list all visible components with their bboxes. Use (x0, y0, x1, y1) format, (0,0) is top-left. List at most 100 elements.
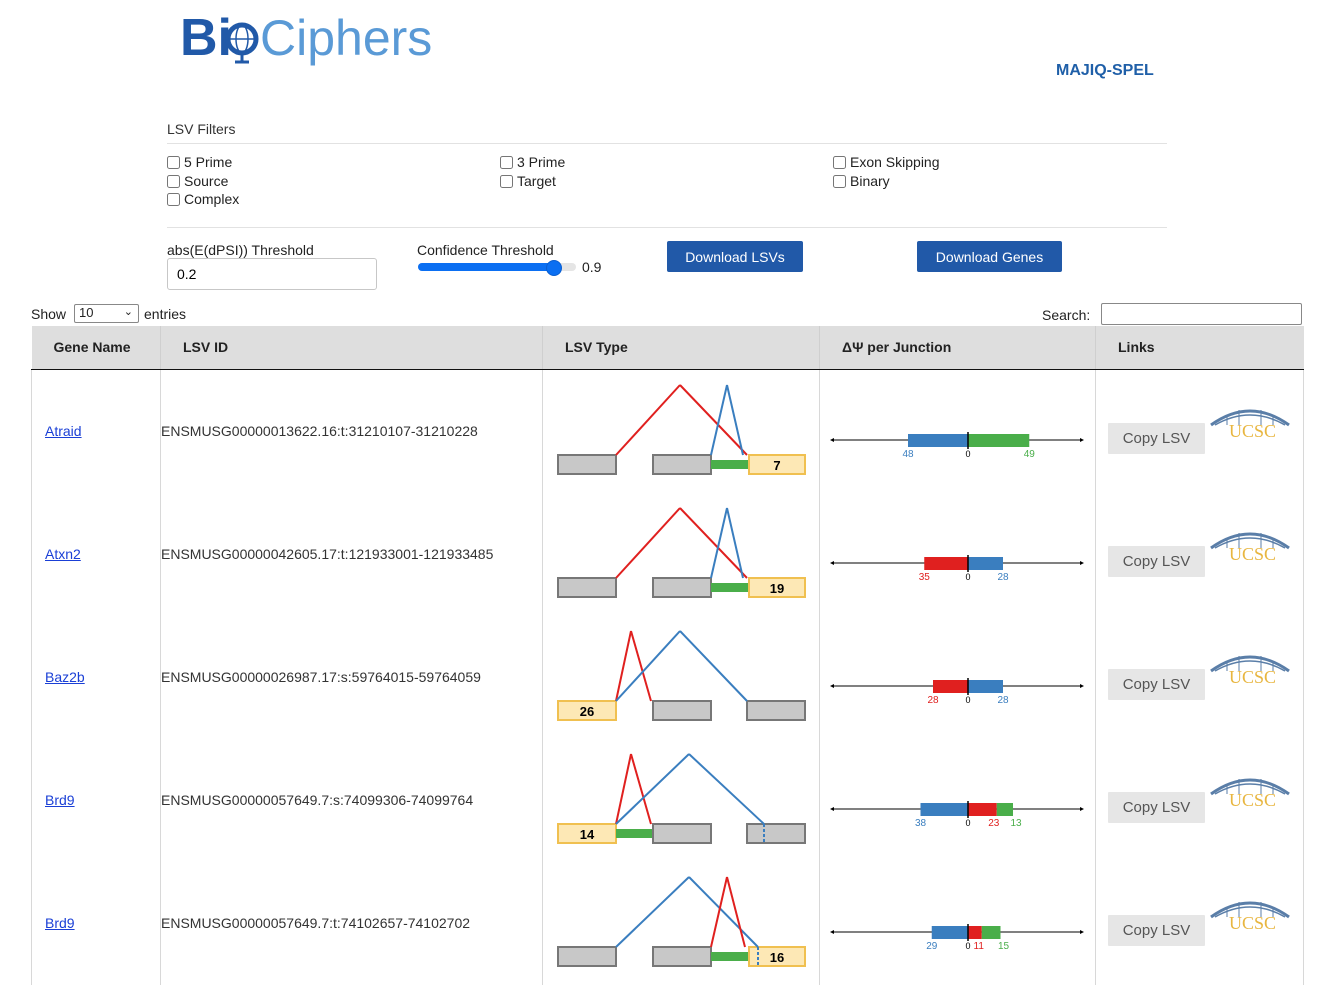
filter-source[interactable]: Source (167, 173, 228, 189)
filter-3-prime-checkbox[interactable] (500, 155, 513, 169)
dpsi-chart: 29 11 15 0 (830, 923, 1084, 952)
dpsi-chart: 38 23 13 0 (830, 800, 1084, 829)
exon-count-label: 7 (773, 458, 780, 473)
exon-count-label: 26 (580, 704, 594, 719)
links-cell: Copy LSV UCSC (1095, 615, 1304, 739)
exon-shape (748, 576, 806, 598)
exon-shape (652, 822, 712, 844)
dpsi-cell: 29 11 15 0 (819, 861, 1096, 985)
exon-extension (616, 828, 653, 838)
lsv-id-cell: ENSMUSG00000057649.7:t:74102657-74102702 (160, 861, 543, 985)
filter-label: Complex (184, 191, 240, 207)
threshold-input[interactable] (167, 258, 377, 290)
lsv-id-cell: ENSMUSG00000042605.17:t:121933001-121933… (160, 492, 543, 616)
filter-complex-checkbox[interactable] (167, 192, 180, 206)
filter-label: 5 Prime (184, 154, 233, 170)
lsv-type-cell: 14 (542, 738, 820, 862)
threshold-label: abs(E(dPSI)) Threshold (167, 242, 314, 258)
page-size-select[interactable]: 10 ⌄ (74, 304, 139, 323)
filter-source-checkbox[interactable] (167, 174, 180, 188)
ucsc-logo-icon[interactable]: UCSC (1207, 772, 1293, 816)
gene-link[interactable]: Baz2b (45, 669, 85, 685)
gene-link[interactable]: Atraid (45, 423, 82, 439)
filter-exon-skipping[interactable]: Exon Skipping (833, 154, 940, 170)
exon-shape (557, 699, 617, 721)
filter-label: Binary (850, 173, 890, 189)
filter-label: Exon Skipping (850, 154, 940, 170)
exon-shape (652, 453, 712, 475)
copy-lsv-button[interactable]: Copy LSV (1108, 545, 1205, 577)
exon-shape (652, 699, 712, 721)
dpsi-cell: 35 28 0 (819, 492, 1096, 616)
table-row: Brd9 ENSMUSG00000057649.7:s:74099306-7409… (31, 738, 1304, 862)
search-input[interactable] (1101, 303, 1302, 325)
junction-line (688, 752, 765, 825)
junction-line (710, 507, 728, 578)
download-lsvs-button[interactable]: Download LSVs (667, 241, 803, 272)
col-lsv-type[interactable]: LSV Type (542, 326, 820, 370)
filter-binary-checkbox[interactable] (833, 174, 846, 188)
lsv-filters-title: LSV Filters (167, 121, 236, 137)
junction-line (615, 753, 632, 824)
links-cell: Copy LSV UCSC (1095, 369, 1304, 493)
filter-5-prime-checkbox[interactable] (167, 155, 180, 169)
filter-target[interactable]: Target (500, 173, 556, 189)
filter-target-checkbox[interactable] (500, 174, 513, 188)
gene-cell: Atraid (31, 369, 161, 493)
gene-cell: Brd9 (31, 861, 161, 985)
gene-link[interactable]: Brd9 (45, 915, 75, 931)
dpsi-bar (968, 679, 1003, 693)
exon-shape (557, 945, 617, 967)
chevron-down-icon: ⌄ (123, 306, 133, 318)
download-genes-button[interactable]: Download Genes (917, 241, 1062, 272)
dpsi-bar (968, 925, 982, 939)
filter-3-prime[interactable]: 3 Prime (500, 154, 565, 170)
col-lsv-id[interactable]: LSV ID (160, 326, 543, 370)
dpsi-bar (931, 925, 968, 939)
exon-shape (746, 699, 806, 721)
dpsi-cell: 38 23 13 0 (819, 738, 1096, 862)
exon-shape (746, 822, 806, 844)
links-cell: Copy LSV UCSC (1095, 738, 1304, 862)
ucsc-logo-icon[interactable]: UCSC (1207, 649, 1293, 693)
lsv-type-cell: 16 (542, 861, 820, 985)
copy-lsv-button[interactable]: Copy LSV (1108, 668, 1205, 700)
confidence-slider-thumb[interactable] (546, 260, 562, 276)
junction-line (615, 752, 690, 825)
ucsc-text: UCSC (1229, 667, 1276, 687)
junction-line (726, 384, 744, 455)
zero-label: 0 (965, 695, 970, 705)
dpsi-value-label: 28 (997, 572, 1009, 583)
ucsc-text: UCSC (1229, 544, 1276, 564)
lsv-type-diagram: 26 (557, 629, 806, 721)
lsv-type-diagram: 16 (557, 875, 806, 967)
filter-binary[interactable]: Binary (833, 173, 890, 189)
col-gene-name[interactable]: Gene Name (31, 326, 161, 370)
lsv-type-cell: 26 (542, 615, 820, 739)
show-label: Show (31, 306, 67, 322)
lsv-type-cell: 19 (542, 492, 820, 616)
filter-exon-skipping-checkbox[interactable] (833, 155, 846, 169)
lsv-id-cell: ENSMUSG00000026987.17:s:59764015-5976405… (160, 615, 543, 739)
dpsi-chart: 48 49 0 (830, 431, 1084, 460)
dpsi-value-label: 11 (974, 941, 985, 952)
dpsi-bar (924, 556, 968, 570)
exon-shape (748, 453, 806, 475)
ucsc-logo-icon[interactable]: UCSC (1207, 895, 1293, 939)
gene-link[interactable]: Atxn2 (45, 546, 81, 562)
dpsi-value-label: 49 (1024, 449, 1036, 460)
dpsi-bar (908, 433, 968, 447)
col-dpsi[interactable]: ΔΨ per Junction (819, 326, 1096, 370)
exon-extension (711, 951, 749, 961)
col-links: Links (1095, 326, 1304, 370)
junction-line (710, 384, 728, 455)
copy-lsv-button[interactable]: Copy LSV (1108, 791, 1205, 823)
divider (167, 227, 1167, 228)
filter-complex[interactable]: Complex (167, 191, 239, 207)
ucsc-logo-icon[interactable]: UCSC (1207, 403, 1293, 447)
gene-link[interactable]: Brd9 (45, 792, 75, 808)
copy-lsv-button[interactable]: Copy LSV (1108, 914, 1205, 946)
ucsc-logo-icon[interactable]: UCSC (1207, 526, 1293, 570)
copy-lsv-button[interactable]: Copy LSV (1108, 422, 1205, 454)
filter-5-prime[interactable]: 5 Prime (167, 154, 232, 170)
